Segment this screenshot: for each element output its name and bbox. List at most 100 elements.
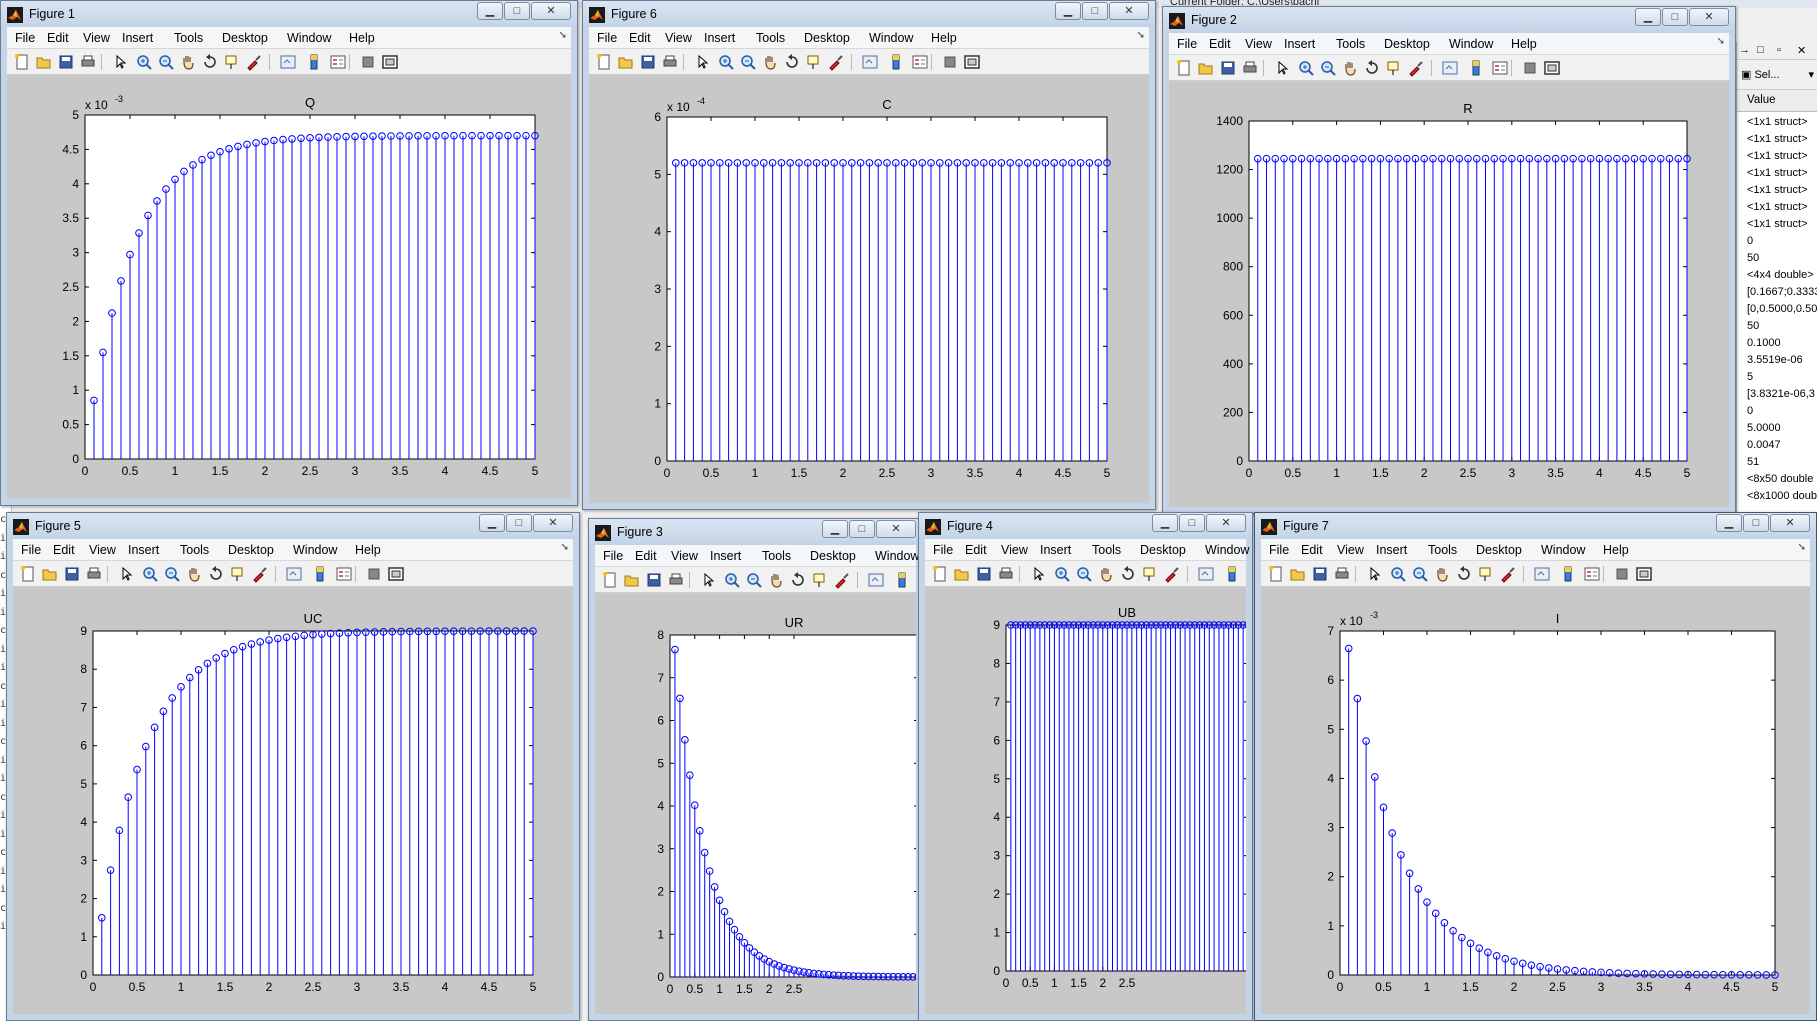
maximize-icon[interactable]: ▫: [1777, 44, 1781, 56]
open-file-icon[interactable]: [1197, 59, 1215, 77]
rotate-3d-icon[interactable]: [1119, 565, 1137, 583]
new-figure-icon[interactable]: [13, 53, 31, 71]
minimize-icon[interactable]: ▁: [1635, 8, 1661, 26]
workspace-value-row[interactable]: 51: [1747, 456, 1760, 468]
menu-desktop[interactable]: Desktop: [1140, 543, 1186, 557]
stem-plot[interactable]: Cx 10 -4 0 0.5 1 1.5 2 2.5 3 3.5 4 4.5 5 0 1 2 3 4 5 6: [589, 75, 1149, 503]
open-file-icon[interactable]: [35, 53, 53, 71]
edit-plot-arrow-icon[interactable]: [111, 53, 129, 71]
menu-desktop[interactable]: Desktop: [222, 31, 268, 45]
close-icon[interactable]: ✕: [531, 2, 571, 20]
close-icon[interactable]: ✕: [876, 520, 916, 538]
rotate-3d-icon[interactable]: [789, 571, 807, 589]
zoom-in-icon[interactable]: [141, 565, 159, 583]
menu-edit[interactable]: Edit: [47, 31, 69, 45]
show-plot-tools-icon[interactable]: [381, 53, 399, 71]
pan-icon[interactable]: [1433, 565, 1451, 583]
print-icon[interactable]: [1241, 59, 1259, 77]
stem-plot[interactable]: Ix 10 -3 0 0.5 1 1.5 2 2.5 3 3.5 4 4.5 5 0 1 2 3 4 5 6 7: [1261, 587, 1810, 1014]
workspace-value-row[interactable]: 0: [1747, 405, 1754, 417]
menu-window[interactable]: Window: [287, 31, 332, 45]
menu-desktop[interactable]: Desktop: [810, 549, 856, 563]
save-icon[interactable]: [975, 565, 993, 583]
workspace-value-row[interactable]: <1x1 struct>: [1747, 184, 1808, 196]
data-cursor-icon[interactable]: [1477, 565, 1495, 583]
open-file-icon[interactable]: [623, 571, 641, 589]
figure-canvas[interactable]: R 0 0.5 1 1.5 2 2.5 3 3.5 4 4.5 5 0 200 400 600 800 1000 1…: [1169, 81, 1729, 507]
workspace-value-row[interactable]: <8x50 double: [1747, 473, 1814, 485]
dock-arrow-icon[interactable]: ➘: [1716, 36, 1725, 47]
menu-edit[interactable]: Edit: [53, 543, 75, 557]
maximize-icon[interactable]: □: [849, 520, 875, 538]
print-icon[interactable]: [79, 53, 97, 71]
insert-legend-icon[interactable]: [335, 565, 353, 583]
brush-icon[interactable]: [1407, 59, 1425, 77]
insert-legend-icon[interactable]: [329, 53, 347, 71]
menu-file[interactable]: File: [933, 543, 954, 557]
menu-insert[interactable]: Insert: [122, 31, 154, 45]
hide-plot-tools-icon[interactable]: [941, 53, 959, 71]
insert-colorbar-icon[interactable]: [887, 53, 905, 71]
insert-legend-icon[interactable]: [1491, 59, 1509, 77]
figure-canvas[interactable]: UC 0 0.5 1 1.5 2 2.5 3 3.5 4 4.5 5 0 1 2 3 4 5 6 7 8 9: [13, 587, 573, 1014]
stem-plot[interactable]: Qx 10 -3 0 0.5 1 1.5 2 2.5 3 3.5 4 4.5 5 0 0.5 1 1.5 2 2.5…: [7, 75, 571, 499]
insert-colorbar-icon[interactable]: [893, 571, 911, 589]
menu-window[interactable]: Window: [869, 31, 914, 45]
menu-window[interactable]: Window: [1205, 543, 1250, 557]
insert-legend-icon[interactable]: [1583, 565, 1601, 583]
hide-plot-tools-icon[interactable]: [359, 53, 377, 71]
show-plot-tools-icon[interactable]: [1543, 59, 1561, 77]
open-file-icon[interactable]: [617, 53, 635, 71]
save-icon[interactable]: [1311, 565, 1329, 583]
workspace-value-row[interactable]: [0.1667;0.3333: [1747, 286, 1817, 298]
window-titlebar[interactable]: Figure 6 ▁ □ ✕: [583, 1, 1155, 27]
menu-tools[interactable]: Tools: [1092, 543, 1122, 557]
window-titlebar[interactable]: Figure 1 ▁ □ ✕: [1, 1, 577, 27]
insert-colorbar-icon[interactable]: [305, 53, 323, 71]
figure-window-fig1[interactable]: Figure 1 ▁ □ ✕ File Edit View Insert Tools Deskto…: [0, 0, 578, 506]
menu-view[interactable]: View: [1001, 543, 1028, 557]
rotate-3d-icon[interactable]: [1455, 565, 1473, 583]
new-figure-icon[interactable]: [595, 53, 613, 71]
figure-window-fig2[interactable]: Figure 2 ▁ □ ✕ File Edit View Insert Tools Deskto…: [1162, 6, 1736, 514]
menu-tools[interactable]: Tools: [1428, 543, 1458, 557]
menu-window[interactable]: Window: [1449, 37, 1494, 51]
dock-arrow-icon[interactable]: ➘: [558, 30, 567, 41]
new-figure-icon[interactable]: [601, 571, 619, 589]
workspace-value-row[interactable]: 0.1000: [1747, 337, 1781, 349]
zoom-in-icon[interactable]: [717, 53, 735, 71]
workspace-value-row[interactable]: [0,0.5000,0.50: [1747, 303, 1817, 315]
brush-icon[interactable]: [251, 565, 269, 583]
insert-colorbar-icon[interactable]: [1467, 59, 1485, 77]
maximize-icon[interactable]: □: [504, 2, 530, 20]
figure-window-fig4[interactable]: Figure 4 ▁ □ ✕ File Edit View Insert Tools Deskto…: [918, 512, 1253, 1021]
data-cursor-icon[interactable]: [1141, 565, 1159, 583]
menu-view[interactable]: View: [83, 31, 110, 45]
rotate-3d-icon[interactable]: [783, 53, 801, 71]
close-icon[interactable]: ✕: [1109, 2, 1149, 20]
menu-edit[interactable]: Edit: [629, 31, 651, 45]
open-file-icon[interactable]: [1289, 565, 1307, 583]
window-titlebar[interactable]: Figure 7 ▁ □ ✕: [1255, 513, 1816, 539]
edit-plot-arrow-icon[interactable]: [1365, 565, 1383, 583]
workspace-value-row[interactable]: <1x1 struct>: [1747, 150, 1808, 162]
menu-view[interactable]: View: [665, 31, 692, 45]
dock-arrow-icon[interactable]: →: [1739, 44, 1750, 56]
save-icon[interactable]: [63, 565, 81, 583]
workspace-value-row[interactable]: <4x4 double>: [1747, 269, 1814, 281]
link-plot-icon[interactable]: [1441, 59, 1459, 77]
close-icon[interactable]: ✕: [1770, 514, 1810, 532]
rotate-3d-icon[interactable]: [201, 53, 219, 71]
workspace-value-row[interactable]: 50: [1747, 252, 1760, 264]
workspace-value-row[interactable]: <1x1 struct>: [1747, 167, 1808, 179]
pan-icon[interactable]: [1097, 565, 1115, 583]
menu-file[interactable]: File: [1269, 543, 1290, 557]
workspace-value-row[interactable]: 0: [1747, 235, 1754, 247]
link-plot-icon[interactable]: [1533, 565, 1551, 583]
zoom-out-icon[interactable]: [1075, 565, 1093, 583]
menu-help[interactable]: Help: [349, 31, 375, 45]
print-icon[interactable]: [85, 565, 103, 583]
insert-colorbar-icon[interactable]: [311, 565, 329, 583]
hide-plot-tools-icon[interactable]: [1521, 59, 1539, 77]
